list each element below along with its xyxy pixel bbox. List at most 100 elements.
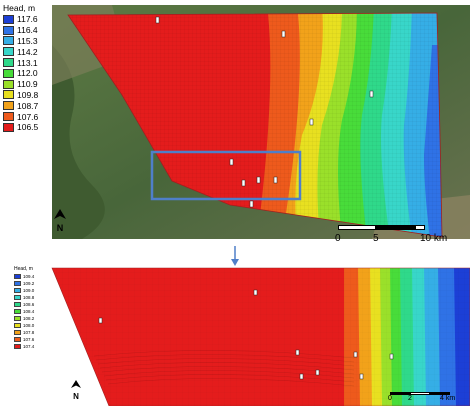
legend-label: 109.2 bbox=[23, 280, 35, 286]
scale-tick-label: 0 bbox=[388, 395, 392, 402]
top-legend-item: 117.6 bbox=[3, 14, 47, 25]
scale-segment-white bbox=[415, 225, 425, 230]
legend-swatch bbox=[3, 14, 14, 24]
bottom-legend-item: 109.0 bbox=[14, 287, 52, 294]
legend-label: 116.4 bbox=[17, 25, 38, 36]
bottom-north-arrow: N bbox=[70, 375, 82, 401]
bottom-legend-item: 107.4 bbox=[14, 343, 52, 350]
north-label: N bbox=[56, 223, 64, 233]
legend-swatch bbox=[14, 301, 21, 308]
legend-swatch bbox=[14, 287, 21, 294]
top-legend-item: 114.2 bbox=[3, 46, 47, 57]
legend-swatch bbox=[14, 315, 21, 322]
legend-label: 114.2 bbox=[17, 46, 38, 57]
bottom-legend: Head, m 109.4 109.2 109.0 108.8 108.6 10… bbox=[14, 266, 52, 350]
top-legend-item: 110.9 bbox=[3, 79, 47, 90]
bottom-legend-item: 108.6 bbox=[14, 301, 52, 308]
legend-label: 113.1 bbox=[17, 57, 38, 68]
zoomed-map-graphic bbox=[14, 266, 470, 406]
top-legend-item: 108.7 bbox=[3, 100, 47, 111]
legend-label: 112.0 bbox=[17, 68, 38, 79]
top-legend-item: 112.0 bbox=[3, 68, 47, 79]
top-legend-item: 107.6 bbox=[3, 111, 47, 122]
top-legend-item: 116.4 bbox=[3, 25, 47, 36]
legend-swatch bbox=[3, 101, 14, 111]
observation-wells bbox=[155, 16, 374, 208]
legend-label: 109.8 bbox=[17, 89, 39, 100]
legend-swatch bbox=[3, 58, 14, 68]
north-arrow-icon bbox=[54, 209, 66, 219]
legend-swatch bbox=[3, 36, 14, 46]
bottom-legend-item: 107.8 bbox=[14, 329, 52, 336]
legend-swatch bbox=[14, 280, 21, 287]
legend-swatch bbox=[3, 25, 14, 35]
bottom-legend-title: Head, m bbox=[14, 266, 33, 272]
top-legend-item: 109.8 bbox=[3, 90, 47, 101]
top-legend-item: 106.5 bbox=[3, 122, 47, 133]
bottom-legend-item: 109.2 bbox=[14, 280, 52, 287]
north-label: N bbox=[73, 392, 79, 401]
zoomed-observation-wells bbox=[98, 289, 394, 380]
bottom-legend-item: 108.4 bbox=[14, 308, 52, 315]
zoomed-head-map bbox=[14, 266, 470, 406]
legend-label: 108.4 bbox=[23, 308, 35, 314]
legend-swatch bbox=[14, 329, 21, 336]
scale-segment-black bbox=[376, 225, 415, 230]
legend-label: 117.6 bbox=[17, 14, 38, 25]
north-arrow-icon bbox=[71, 380, 81, 388]
legend-label: 106.5 bbox=[17, 122, 39, 133]
scale-segment-white bbox=[410, 392, 430, 395]
bottom-legend-item: 108.2 bbox=[14, 315, 52, 322]
legend-swatch bbox=[14, 273, 21, 280]
overview-map-graphic bbox=[52, 5, 470, 239]
top-legend: Head, m 117.6 116.4 115.3 114.2 113.1 11… bbox=[3, 3, 47, 133]
legend-swatch bbox=[3, 47, 14, 57]
top-scale-bar: 0 5 10 km bbox=[320, 222, 470, 248]
legend-swatch bbox=[3, 68, 14, 78]
bottom-legend-item: 107.6 bbox=[14, 336, 52, 343]
scale-tick-label: 2 bbox=[408, 395, 412, 402]
legend-swatch bbox=[14, 294, 21, 301]
legend-swatch bbox=[14, 343, 21, 350]
legend-swatch bbox=[14, 308, 21, 315]
legend-label: 110.9 bbox=[17, 79, 38, 90]
legend-swatch bbox=[3, 122, 14, 132]
top-north-arrow: N bbox=[52, 206, 68, 233]
zoom-boundary bbox=[51, 267, 470, 406]
scale-tick-label: 5 bbox=[373, 233, 379, 244]
bottom-legend-item: 108.8 bbox=[14, 294, 52, 301]
scale-segment-white bbox=[338, 225, 376, 230]
legend-swatch bbox=[14, 322, 21, 329]
top-legend-item: 113.1 bbox=[3, 57, 47, 68]
scale-segment-black bbox=[430, 392, 450, 395]
bottom-scale-bar: 0 2 4 km bbox=[378, 389, 470, 407]
bottom-legend-item: 109.4 bbox=[14, 273, 52, 280]
zoom-area-box bbox=[150, 150, 302, 201]
scale-tick-label: 4 km bbox=[440, 395, 456, 402]
overview-head-map bbox=[52, 5, 470, 239]
model-boundary bbox=[67, 12, 443, 238]
arrow-down-icon bbox=[231, 259, 239, 266]
legend-label: 108.8 bbox=[23, 294, 35, 300]
legend-label: 115.3 bbox=[17, 35, 38, 46]
zoomed-head-distribution bbox=[52, 268, 470, 406]
river-valley bbox=[52, 45, 105, 239]
legend-swatch bbox=[14, 336, 21, 343]
legend-label: 107.4 bbox=[23, 343, 35, 349]
legend-label: 108.7 bbox=[17, 100, 39, 111]
legend-swatch bbox=[3, 79, 14, 89]
scale-segment-black bbox=[390, 392, 410, 395]
legend-swatch bbox=[3, 112, 14, 122]
legend-label: 107.6 bbox=[23, 336, 35, 342]
scale-tick-label: 0 bbox=[335, 233, 341, 244]
top-legend-item: 115.3 bbox=[3, 36, 47, 47]
legend-label: 108.0 bbox=[23, 322, 35, 328]
legend-label: 109.0 bbox=[23, 287, 35, 293]
legend-label: 109.4 bbox=[23, 273, 35, 279]
legend-label: 108.6 bbox=[23, 301, 35, 307]
scale-tick-label: 10 km bbox=[420, 233, 448, 244]
legend-swatch bbox=[3, 90, 14, 100]
bottom-legend-item: 108.0 bbox=[14, 322, 52, 329]
legend-label: 107.6 bbox=[17, 111, 39, 122]
top-legend-title: Head, m bbox=[3, 3, 36, 13]
